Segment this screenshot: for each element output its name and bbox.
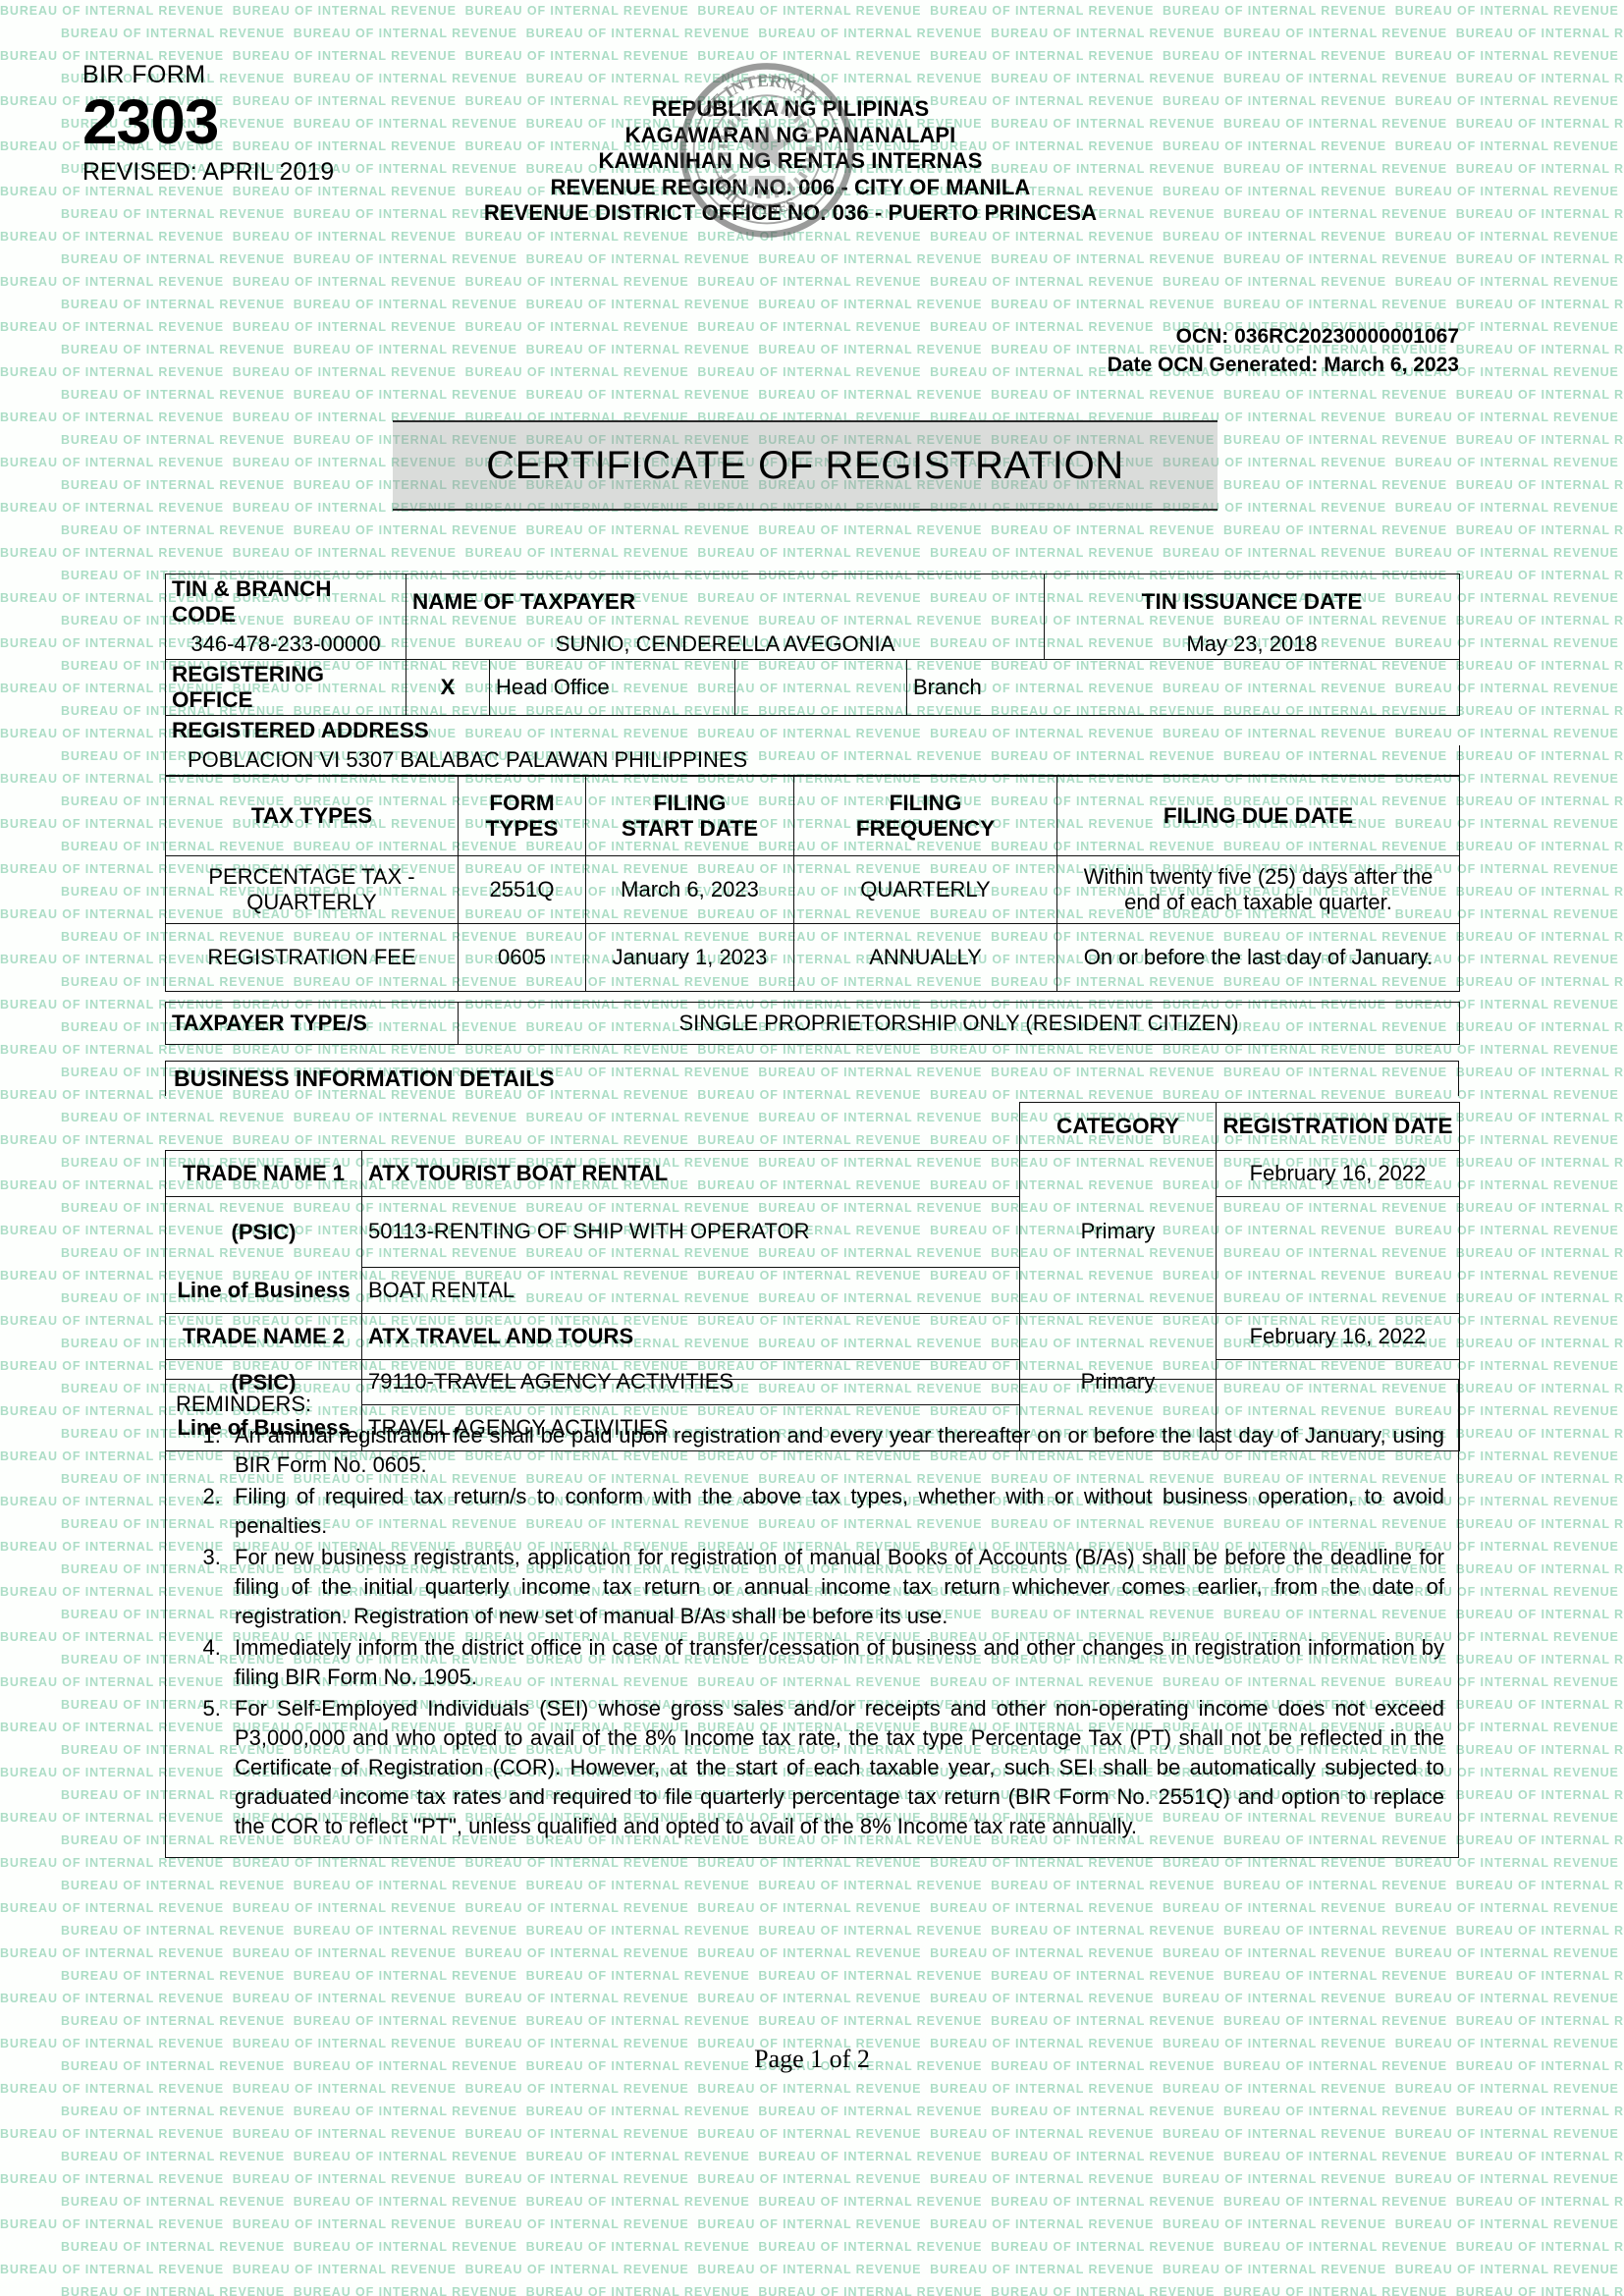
reminders-section: REMINDERS: An annual registration fee sh… bbox=[165, 1379, 1459, 1858]
filing-frequency-value: ANNUALLY bbox=[793, 923, 1057, 992]
line-of-business-value: BOAT RENTAL bbox=[361, 1267, 1020, 1314]
tin-issuance-date-label: TIN ISSUANCE DATE bbox=[1044, 574, 1461, 629]
head-office-checkbox[interactable]: X bbox=[406, 659, 490, 716]
empty-header-cell bbox=[165, 1102, 362, 1151]
name-of-taxpayer-label: NAME OF TAXPAYER bbox=[405, 574, 1046, 629]
col-category: CATEGORY bbox=[1019, 1102, 1217, 1151]
table-row: TRADE NAME 2 ATX TRAVEL AND TOURS Februa… bbox=[165, 1312, 1460, 1360]
form-type-value: 2551Q bbox=[458, 855, 586, 924]
col-filing-freq-line2: FREQUENCY bbox=[855, 816, 996, 841]
bir-seal-icon: OF INTERNAL PHILIPPINES bbox=[679, 63, 854, 238]
business-information-title: BUSINESS INFORMATION DETAILS bbox=[165, 1061, 1459, 1096]
col-filing-start-line2: START DATE bbox=[621, 816, 759, 841]
filing-start-date-value: March 6, 2023 bbox=[585, 855, 794, 924]
ocn-generated-date: Date OCN Generated: March 6, 2023 bbox=[1107, 354, 1459, 376]
trade-name-label: TRADE NAME 1 bbox=[165, 1149, 362, 1197]
psic-value: 50113-RENTING OF SHIP WITH OPERATOR bbox=[361, 1195, 1020, 1268]
table-row: REGISTRATION FEE 0605 January 1, 2023 AN… bbox=[165, 923, 1460, 992]
category-spacer bbox=[1019, 1149, 1217, 1196]
tax-type-value: REGISTRATION FEE bbox=[165, 923, 459, 992]
name-of-taxpayer-value: SUNIO, CENDERELLA AVEGONIA bbox=[405, 629, 1046, 660]
table-row: (PSIC) 50113-RENTING OF SHIP WITH OPERAT… bbox=[165, 1195, 1460, 1268]
psic-label: (PSIC) bbox=[165, 1195, 362, 1268]
reminder-item: An annual registration fee shall be paid… bbox=[227, 1421, 1444, 1480]
filing-due-date-value: On or before the last day of January. bbox=[1056, 923, 1460, 992]
branch-label: Branch bbox=[905, 659, 1461, 716]
taxpayer-type-value: SINGLE PROPRIETORSHIP ONLY (RESIDENT CIT… bbox=[458, 1002, 1460, 1045]
table-row: TIN & BRANCH CODE NAME OF TAXPAYER TIN I… bbox=[165, 574, 1461, 629]
ocn-block: OCN: 036RC20230000001067 Date OCN Genera… bbox=[1108, 322, 1459, 379]
reminder-item: For new business registrants, applicatio… bbox=[227, 1543, 1444, 1631]
line-of-business-label: Line of Business bbox=[165, 1267, 362, 1314]
registering-office-label: REGISTERING OFFICE bbox=[165, 659, 406, 716]
tin-branch-code-value: 346-478-233-00000 bbox=[165, 629, 406, 660]
reminder-item: Immediately inform the district office i… bbox=[227, 1633, 1444, 1692]
registered-address-label: REGISTERED ADDRESS bbox=[164, 715, 1460, 745]
ocn-number: OCN: 036RC20230000001067 bbox=[1175, 325, 1459, 348]
col-filing-frequency: FILING FREQUENCY bbox=[793, 776, 1057, 856]
registration-date-spacer-2 bbox=[1216, 1267, 1460, 1314]
table-row: PERCENTAGE TAX - QUARTERLY 2551Q March 6… bbox=[165, 855, 1460, 924]
tin-issuance-date-value: May 23, 2018 bbox=[1044, 629, 1461, 660]
page-footer: Page 1 of 2 bbox=[754, 2045, 870, 2073]
table-row: REGISTERED ADDRESS bbox=[164, 715, 1460, 745]
category-value: Primary bbox=[1019, 1196, 1217, 1268]
col-registration-date: REGISTRATION DATE bbox=[1216, 1102, 1460, 1151]
certificate-title-band: CERTIFICATE OF REGISTRATION bbox=[393, 420, 1218, 511]
tax-type-value: PERCENTAGE TAX - QUARTERLY bbox=[165, 855, 459, 924]
registration-date-value: February 16, 2022 bbox=[1216, 1312, 1460, 1360]
reminders-title: REMINDERS: bbox=[176, 1392, 312, 1416]
filing-frequency-value: QUARTERLY bbox=[793, 855, 1057, 924]
table-header-row: TAX TYPES FORM TYPES FILING START DATE F… bbox=[165, 776, 1460, 856]
col-form-types: FORM TYPES bbox=[458, 776, 586, 856]
filing-start-date-value: January 1, 2023 bbox=[585, 923, 794, 992]
table-row: 346-478-233-00000 SUNIO, CENDERELLA AVEG… bbox=[165, 629, 1461, 660]
col-form-types-line2: TYPES bbox=[485, 816, 559, 841]
empty-header-cell-2 bbox=[361, 1102, 1020, 1151]
registered-address-value: POBLACION VI 5307 BALABAC PALAWAN PHILIP… bbox=[164, 745, 1461, 776]
trade-name-label: TRADE NAME 2 bbox=[165, 1312, 362, 1360]
reminders-list: An annual registration fee shall be paid… bbox=[176, 1421, 1444, 1841]
reminder-item: Filing of required tax return/s to confo… bbox=[227, 1482, 1444, 1541]
trade-name-value: ATX TOURIST BOAT RENTAL bbox=[361, 1149, 1020, 1197]
taxpayer-type-table: TAXPAYER TYPE/S SINGLE PROPRIETORSHIP ON… bbox=[165, 1002, 1460, 1045]
category-spacer-2 bbox=[1019, 1267, 1217, 1314]
trade-name-value: ATX TRAVEL AND TOURS bbox=[361, 1312, 1020, 1360]
table-row: Line of Business BOAT RENTAL bbox=[165, 1267, 1460, 1314]
registration-date-value: February 16, 2022 bbox=[1216, 1149, 1460, 1197]
table-row: TAXPAYER TYPE/S SINGLE PROPRIETORSHIP ON… bbox=[165, 1002, 1460, 1045]
table-row: TRADE NAME 1 ATX TOURIST BOAT RENTAL Feb… bbox=[165, 1149, 1460, 1197]
form-type-value: 0605 bbox=[458, 923, 586, 992]
reminder-item: For Self-Employed Individuals (SEI) whos… bbox=[227, 1694, 1444, 1841]
col-filing-start-date: FILING START DATE bbox=[585, 776, 794, 856]
page-title: CERTIFICATE OF REGISTRATION bbox=[486, 443, 1124, 487]
table-row: REGISTERING OFFICE X Head Office Branch bbox=[165, 659, 1461, 716]
category-spacer bbox=[1019, 1312, 1217, 1359]
col-filing-freq-line1: FILING bbox=[889, 791, 962, 815]
col-filing-start-line1: FILING bbox=[653, 791, 727, 815]
taxpayer-identity-table: TIN & BRANCH CODE NAME OF TAXPAYER TIN I… bbox=[164, 574, 1461, 776]
col-form-types-line1: FORM bbox=[489, 791, 555, 815]
col-tax-types: TAX TYPES bbox=[165, 776, 459, 856]
tin-branch-code-label: TIN & BRANCH CODE bbox=[165, 574, 406, 629]
table-row: POBLACION VI 5307 BALABAC PALAWAN PHILIP… bbox=[164, 745, 1461, 776]
form-label: BIR FORM bbox=[82, 61, 206, 88]
head-office-label: Head Office bbox=[489, 659, 735, 716]
taxpayer-type-label: TAXPAYER TYPE/S bbox=[165, 1002, 459, 1045]
col-filing-due-date: FILING DUE DATE bbox=[1056, 776, 1460, 856]
branch-checkbox[interactable] bbox=[734, 659, 907, 716]
registration-date-spacer bbox=[1216, 1196, 1460, 1268]
filing-due-date-value: Within twenty five (25) days after the e… bbox=[1056, 855, 1460, 924]
tax-types-table: TAX TYPES FORM TYPES FILING START DATE F… bbox=[165, 776, 1460, 992]
table-header-row: CATEGORY REGISTRATION DATE bbox=[165, 1102, 1460, 1151]
